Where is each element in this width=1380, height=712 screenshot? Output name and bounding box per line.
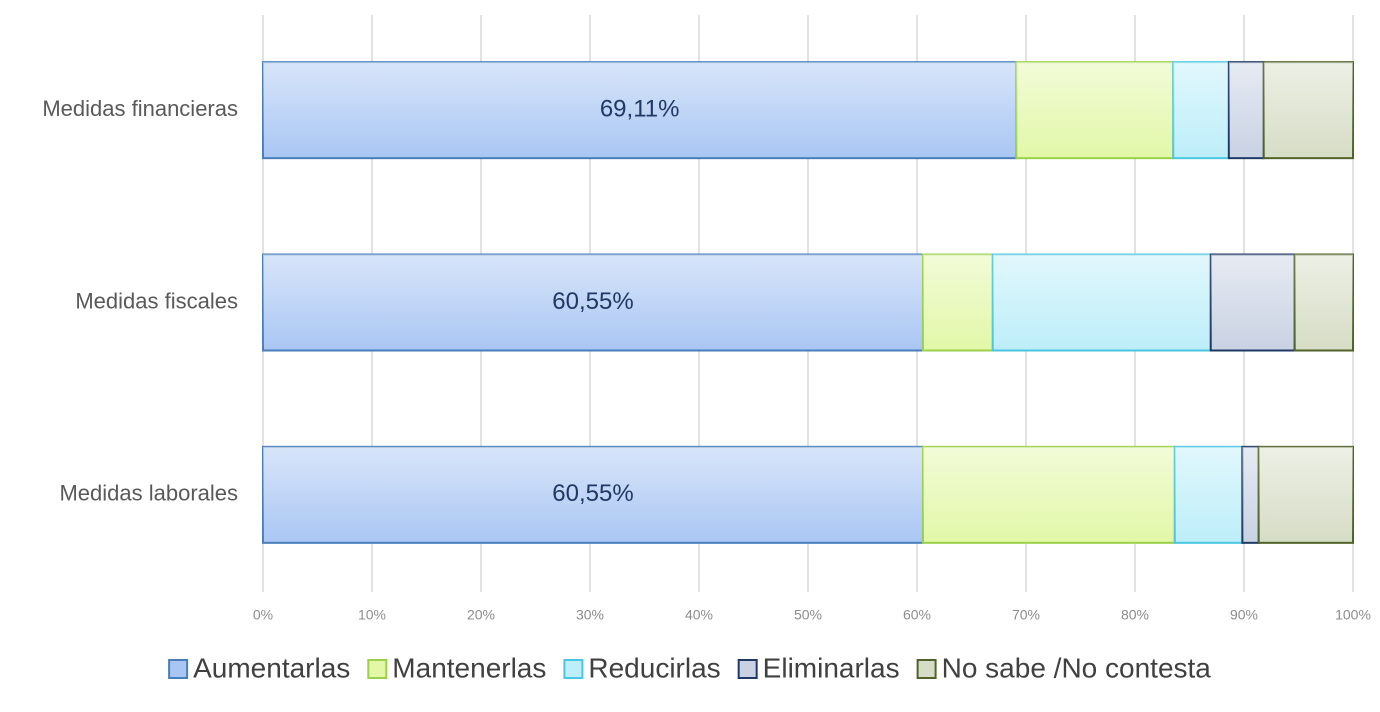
bar-shine	[1174, 446, 1243, 543]
legend-swatch	[563, 659, 584, 679]
bar-shine	[992, 254, 1211, 351]
legend-item: No sabe /No contesta	[916, 652, 1212, 683]
bar-shine	[1173, 62, 1229, 159]
value-label: 60,55%	[552, 480, 633, 507]
bar-shine	[263, 254, 923, 351]
x-tick-label: 0%	[253, 607, 273, 623]
value-label: 69,11%	[600, 96, 680, 123]
legend-swatch	[168, 659, 189, 679]
bar-shine	[1242, 446, 1259, 543]
x-tick-label: 20%	[467, 607, 495, 623]
category-label: Medidas fiscales	[75, 288, 238, 313]
bar-shine	[1294, 254, 1353, 351]
legend-label: Mantenerlas	[392, 652, 546, 683]
legend-item: Reducirlas	[563, 652, 721, 683]
bar-shine	[922, 254, 993, 351]
legend-item: Eliminarlas	[737, 652, 900, 683]
legend-item: Aumentarlas	[168, 652, 350, 683]
x-tick-label: 60%	[903, 607, 931, 623]
legend-swatch	[916, 659, 937, 679]
category-label: Medidas laborales	[59, 481, 238, 506]
x-tick-label: 80%	[1121, 607, 1149, 623]
x-tick-label: 40%	[685, 607, 713, 623]
bar-shine	[263, 446, 923, 543]
legend-item: Mantenerlas	[367, 652, 546, 683]
legend-label: Aumentarlas	[193, 652, 350, 683]
bar-shine	[1263, 62, 1353, 159]
legend-label: Eliminarlas	[763, 652, 900, 683]
bar-shine	[263, 62, 1017, 159]
legend-swatch	[737, 659, 758, 679]
bar-shine	[1258, 446, 1353, 543]
x-tick-label: 90%	[1230, 607, 1258, 623]
x-tick-label: 100%	[1335, 607, 1371, 623]
legend-swatch	[367, 659, 388, 679]
value-label: 60,55%	[552, 288, 633, 315]
x-tick-label: 30%	[576, 607, 604, 623]
bar-shine	[1016, 62, 1174, 159]
x-tick-label: 70%	[1012, 607, 1040, 623]
legend-label: Reducirlas	[588, 652, 720, 683]
x-tick-label: 50%	[794, 607, 822, 623]
category-label: Medidas financieras	[42, 96, 238, 121]
bar-shine	[1228, 62, 1264, 159]
x-tick-label: 10%	[358, 607, 386, 623]
bar-shine	[1210, 254, 1295, 351]
bar-shine	[922, 446, 1175, 543]
legend-label: No sabe /No contesta	[942, 652, 1212, 683]
